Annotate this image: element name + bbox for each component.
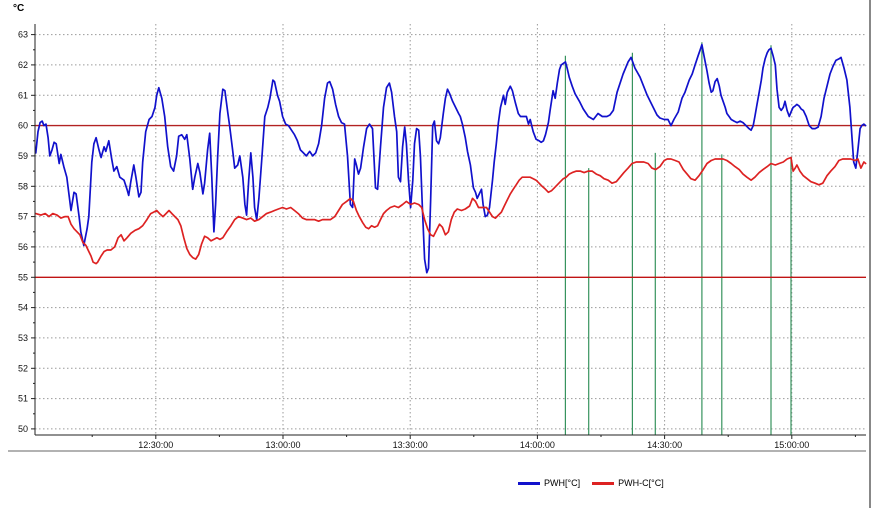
pwh-legend-label: PWH[°C]	[544, 478, 581, 488]
axes: 50 51 52 53 54 55 56 57 58 59 60 61 62 63 12:30:00 13:0…	[18, 24, 866, 450]
event-marker-lines	[564, 42, 792, 435]
svg-text:56: 56	[18, 242, 28, 252]
svg-text:14:00:00: 14:00:00	[520, 440, 555, 450]
legend-item-pwh: PWH[°C]	[518, 478, 580, 488]
svg-text:14:30:00: 14:30:00	[647, 440, 682, 450]
pwh-c-legend-label: PWH-C[°C]	[618, 478, 664, 488]
series-line-pwh	[34, 43, 867, 274]
svg-text:55: 55	[18, 272, 28, 282]
svg-text:13:30:00: 13:30:00	[393, 440, 428, 450]
svg-text:50: 50	[18, 424, 28, 434]
svg-text:53: 53	[18, 333, 28, 343]
svg-text:57: 57	[18, 212, 28, 222]
svg-text:13:00:00: 13:00:00	[265, 440, 300, 450]
svg-text:59: 59	[18, 151, 28, 161]
legend-item-pwh-c: PWH-C[°C]	[592, 478, 664, 488]
pwh-c-line-swatch	[592, 481, 615, 485]
svg-text:15:00:00: 15:00:00	[774, 440, 809, 450]
gridlines	[35, 24, 866, 435]
legend: PWH[°C] PWH-C[°C]	[518, 478, 664, 488]
y-axis-unit-label: °C	[13, 3, 25, 14]
svg-text:54: 54	[18, 303, 28, 313]
svg-text:63: 63	[18, 30, 28, 40]
pwh-line-swatch	[518, 481, 540, 485]
svg-text:61: 61	[18, 90, 28, 100]
svg-text:60: 60	[18, 121, 28, 131]
threshold-lines	[35, 124, 866, 278]
svg-text:58: 58	[18, 181, 28, 191]
svg-text:62: 62	[18, 60, 28, 70]
series-line-pwh-c	[34, 156, 867, 265]
svg-text:52: 52	[18, 363, 28, 373]
svg-text:51: 51	[18, 394, 28, 404]
svg-text:12:30:00: 12:30:00	[138, 440, 173, 450]
